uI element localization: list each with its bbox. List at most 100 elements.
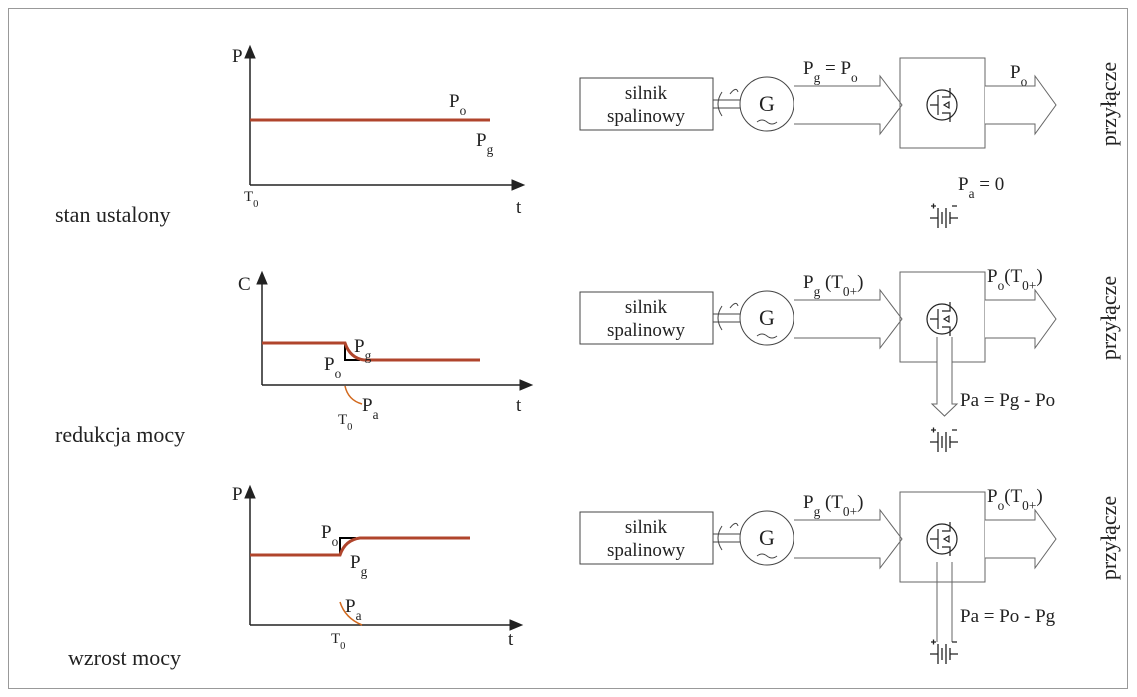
grid-flow: Po [1010, 62, 1028, 89]
generator-wave [756, 119, 778, 125]
curve [339, 537, 356, 555]
text-part: (T [820, 492, 843, 513]
text-part: o [460, 103, 467, 118]
battery-arrow [930, 337, 959, 417]
text-part: P [354, 336, 365, 357]
engine-block [579, 77, 714, 131]
shaft [713, 313, 740, 323]
scenario-label: wzrost mocy [68, 645, 181, 670]
grid-flow: Po(T0+) [987, 266, 1043, 293]
generator-label: G [759, 525, 775, 550]
text-part: o [998, 498, 1005, 513]
text-part: P [350, 552, 361, 573]
text-part: a [373, 407, 379, 422]
scenario-label: stan ustalony [55, 202, 171, 227]
transistor-leads [930, 88, 951, 122]
text-part: 0+ [843, 284, 857, 299]
text-part: ) [857, 492, 863, 513]
text-part: P [345, 596, 356, 617]
engine-block [579, 511, 714, 565]
x-arrow [511, 179, 526, 191]
curve-label: Pg [354, 336, 372, 363]
x-axis-label: t [516, 197, 522, 218]
y-axis-label: P [232, 46, 243, 67]
text-part: = 0 [974, 174, 1004, 195]
generator-flow: Pg = Po [803, 58, 858, 85]
text-part: o [1021, 74, 1028, 89]
curve [250, 536, 470, 557]
text-part: a [969, 186, 975, 201]
engine-label: spalinowy [607, 106, 686, 127]
y-axis-label: C [238, 274, 251, 295]
y-axis-label: P [232, 484, 243, 505]
text-part: 0 [253, 199, 258, 210]
text-part: P [449, 91, 460, 112]
text-part: o [332, 534, 339, 549]
battery-flow: Pa = Po - Pg [960, 606, 1056, 627]
text-part: P [321, 522, 332, 543]
text-part: P [803, 272, 814, 293]
generator-wave [756, 553, 778, 559]
power-arrow [794, 74, 903, 136]
text-part: P [987, 266, 998, 287]
battery [930, 427, 958, 452]
generator-label: G [759, 91, 775, 116]
x-arrow [509, 619, 524, 631]
grid-label: przyłącze [1096, 496, 1121, 580]
engine-label: silnik [625, 517, 668, 538]
engine-label: silnik [625, 83, 668, 104]
text-part: a [356, 608, 362, 623]
battery-flow: Pa = 0 [958, 174, 1004, 201]
text-part: ) [1036, 486, 1042, 507]
scenario-label: redukcja mocy [55, 422, 185, 447]
text-part: P [803, 58, 814, 79]
text-part: P [958, 174, 969, 195]
text-part: g [487, 142, 494, 157]
generator-flow: Pg (T0+) [803, 272, 863, 299]
t0-label: T0 [244, 189, 258, 210]
y-arrow [256, 270, 268, 285]
grid-arrow [985, 288, 1057, 350]
battery-flow: Pa = Pg - Po [960, 390, 1055, 411]
curve-label: Po [449, 91, 467, 118]
generator-wave [756, 333, 778, 339]
x-axis-label: t [516, 395, 522, 416]
text-part: = P [820, 58, 851, 79]
curve-label: Pa [345, 596, 362, 623]
coupling [717, 522, 739, 551]
curve [339, 601, 363, 626]
text-part: T [338, 412, 347, 428]
text-part: g [814, 284, 821, 299]
grid-arrow [985, 74, 1057, 136]
text-part: 0+ [843, 504, 857, 519]
curve-label: Po [321, 522, 339, 549]
engine-label: silnik [625, 297, 668, 318]
transistor-leads [930, 302, 951, 336]
generator-flow: Pg (T0+) [803, 492, 863, 519]
text-part: g [361, 564, 368, 579]
text-part: g [814, 504, 821, 519]
text-part: g [365, 348, 372, 363]
curve-label: Pa [362, 395, 379, 422]
curve-label: Pg [476, 130, 494, 157]
text-part: ) [857, 272, 863, 293]
text-part: o [335, 366, 342, 381]
grid-label: przyłącze [1096, 276, 1121, 360]
engine-label: spalinowy [607, 540, 686, 561]
y-arrow [244, 484, 256, 499]
t0-label: T0 [331, 631, 345, 652]
shaft [713, 99, 740, 109]
engine-block [579, 291, 714, 345]
text-part: 0 [347, 422, 352, 433]
text-part: 0 [340, 641, 345, 652]
x-arrow [519, 379, 534, 391]
transistor-leads [930, 522, 951, 556]
text-part: T [331, 631, 340, 647]
battery [930, 203, 958, 228]
text-part: Pa = Po - Pg [960, 606, 1056, 627]
text-part: 0+ [1022, 498, 1036, 513]
curve [344, 385, 363, 405]
text-part: 0+ [1022, 278, 1036, 293]
